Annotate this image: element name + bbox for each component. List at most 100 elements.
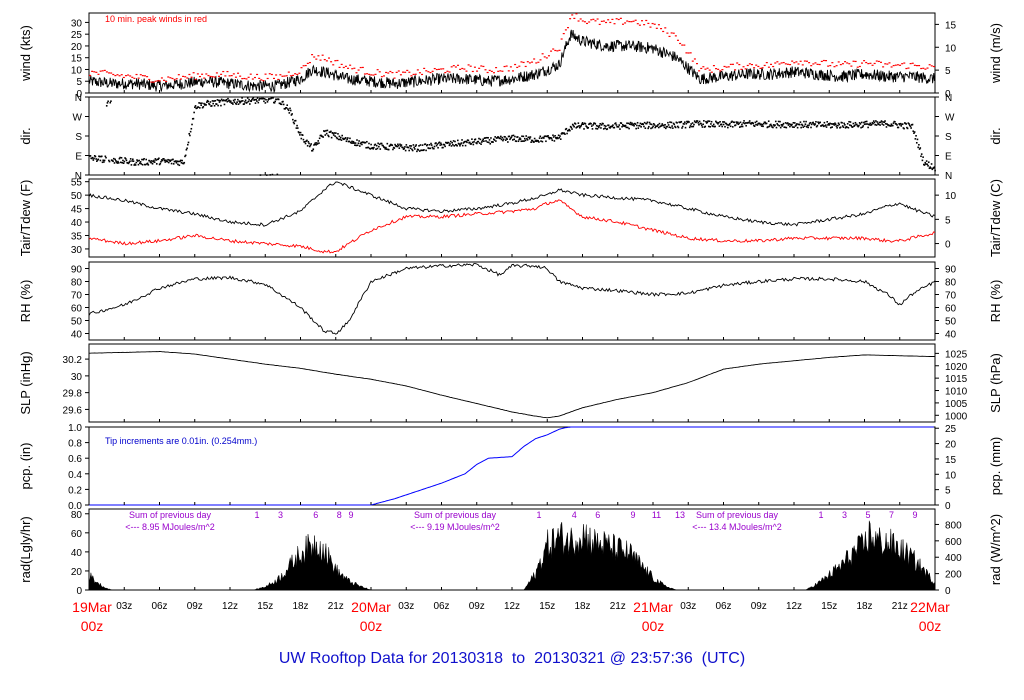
dir-point bbox=[373, 146, 375, 149]
dir-point bbox=[648, 121, 651, 124]
wind-peak-point bbox=[332, 64, 335, 66]
dir-point bbox=[507, 141, 509, 143]
dir-point bbox=[611, 125, 614, 128]
dir-point bbox=[697, 122, 700, 124]
dir-point bbox=[833, 124, 836, 126]
dir-point bbox=[684, 126, 687, 129]
dir-point bbox=[352, 140, 355, 143]
wind-peak-point bbox=[201, 73, 204, 75]
dir-point bbox=[834, 123, 837, 126]
wind-peak-point bbox=[841, 63, 844, 65]
wind-peak-point bbox=[844, 61, 847, 63]
dir-point bbox=[107, 100, 109, 103]
dir-point bbox=[325, 129, 327, 132]
dir-point bbox=[188, 132, 191, 135]
dir-point bbox=[398, 147, 401, 149]
dir-point bbox=[485, 136, 488, 139]
wind-peak-point bbox=[461, 67, 464, 70]
dir-point bbox=[884, 122, 887, 125]
dir-point bbox=[134, 164, 137, 166]
dir-point bbox=[287, 108, 289, 110]
dir-point bbox=[913, 131, 916, 133]
dir-point bbox=[118, 157, 121, 160]
dir-point bbox=[579, 125, 582, 128]
wind-peak-point bbox=[101, 70, 104, 72]
dir-point bbox=[280, 103, 283, 106]
dir-point bbox=[877, 123, 880, 126]
dir-point bbox=[885, 126, 888, 128]
dir-point bbox=[738, 122, 740, 125]
wind-peak-point bbox=[374, 73, 377, 75]
dir-point bbox=[415, 144, 418, 146]
dir-point bbox=[412, 144, 415, 146]
rad-hour-marker: 9 bbox=[349, 510, 354, 520]
dir-left-tick-label: S bbox=[75, 132, 82, 143]
wind-peak-point bbox=[668, 35, 671, 38]
wind-peak-point bbox=[901, 63, 904, 65]
dir-point bbox=[672, 127, 674, 129]
dir-point bbox=[476, 142, 478, 145]
dir-point bbox=[292, 118, 294, 121]
dir-point bbox=[724, 125, 726, 128]
dir-point bbox=[691, 125, 693, 128]
dir-point bbox=[273, 102, 276, 104]
dir-point bbox=[529, 136, 532, 138]
dir-point bbox=[252, 96, 255, 99]
dir-point bbox=[913, 132, 915, 134]
rh-left-tick-label: 90 bbox=[71, 265, 83, 276]
dir-point bbox=[147, 164, 150, 166]
dir-point bbox=[424, 143, 427, 145]
dir-point bbox=[117, 162, 120, 164]
dir-point bbox=[356, 144, 359, 147]
slp-left-tick-label: 29.8 bbox=[63, 389, 83, 400]
dir-point bbox=[917, 146, 919, 149]
dir-point bbox=[143, 157, 145, 160]
wind-peak-point bbox=[905, 67, 908, 70]
dir-point bbox=[567, 129, 570, 132]
dir-point bbox=[520, 140, 523, 143]
dir-point bbox=[825, 124, 827, 126]
wind-peak-point bbox=[524, 65, 527, 68]
wind-peak-point bbox=[213, 76, 216, 78]
dir-point bbox=[464, 144, 467, 147]
wind-peak-point bbox=[535, 62, 538, 64]
dir-point bbox=[288, 112, 291, 114]
dir-point bbox=[594, 123, 597, 125]
dir-point bbox=[813, 123, 815, 125]
dir-point bbox=[366, 140, 368, 143]
time-axis-day-hour: 00z bbox=[642, 618, 665, 634]
dir-point bbox=[602, 128, 605, 130]
pcp-left-axis-label: pcp. (in) bbox=[18, 443, 33, 490]
wind-peak-point bbox=[313, 56, 316, 58]
dir-point bbox=[760, 125, 763, 127]
wind-peak-point bbox=[323, 58, 326, 61]
dir-point bbox=[293, 122, 296, 125]
dir-point bbox=[796, 123, 798, 125]
wind-peak-point bbox=[596, 18, 599, 20]
chart-footer-title: UW Rooftop Data for 20130318 to 20130321… bbox=[0, 650, 1024, 668]
dir-point bbox=[636, 124, 638, 127]
dir-point bbox=[113, 162, 116, 164]
dir-point bbox=[557, 134, 560, 137]
dir-point bbox=[493, 139, 496, 141]
dir-point bbox=[151, 162, 154, 165]
dir-point bbox=[189, 134, 191, 137]
dir-point bbox=[873, 121, 876, 124]
dir-point bbox=[241, 100, 244, 102]
wind-peak-point bbox=[666, 32, 669, 34]
dir-point bbox=[317, 140, 320, 142]
dir-point bbox=[461, 144, 464, 147]
dir-point bbox=[702, 123, 704, 126]
wind-peak-point bbox=[894, 64, 897, 66]
dir-point bbox=[590, 122, 592, 125]
dir-point bbox=[535, 139, 537, 142]
dir-point bbox=[717, 123, 719, 125]
dir-point bbox=[715, 120, 717, 123]
dir-point bbox=[595, 127, 597, 130]
dir-point bbox=[772, 124, 775, 126]
dir-point bbox=[186, 143, 189, 146]
dir-point bbox=[134, 163, 136, 165]
rh-rh-line bbox=[88, 263, 936, 335]
wind-peak-point bbox=[99, 70, 102, 72]
dir-point bbox=[790, 124, 793, 127]
